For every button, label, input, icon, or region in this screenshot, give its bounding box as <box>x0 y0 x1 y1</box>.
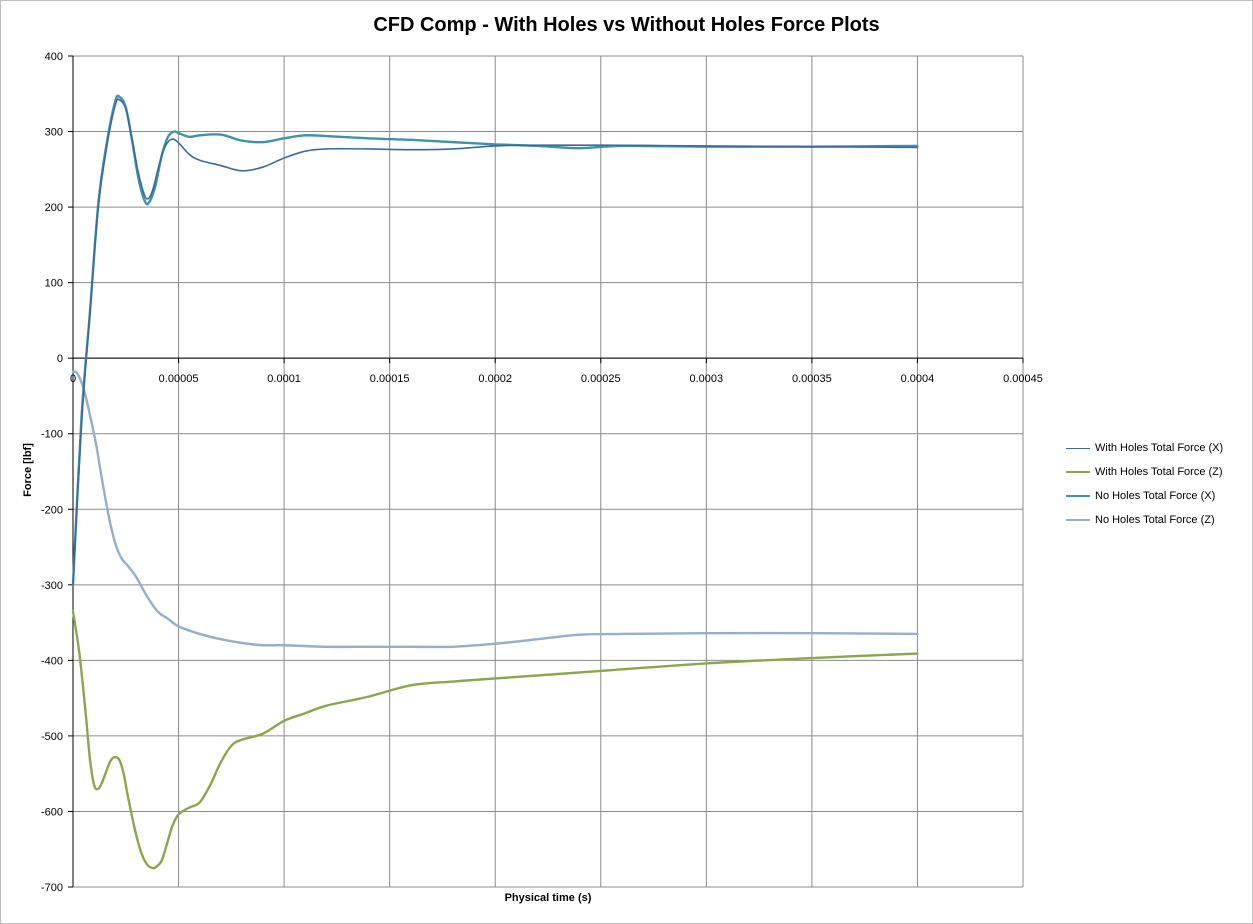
y-tick-label: -700 <box>41 882 63 894</box>
y-tick-label: -600 <box>41 806 63 818</box>
y-tick-label: 0 <box>57 353 63 365</box>
x-axis-title: Physical time (s) <box>504 892 592 904</box>
x-tick-label: 0.00035 <box>792 373 832 385</box>
x-tick-label: 0 <box>70 373 76 385</box>
x-tick-label: 0.0003 <box>690 373 724 385</box>
series-line-no-holes-total-force-z <box>71 370 919 649</box>
gridlines <box>73 55 1024 888</box>
legend: With Holes Total Force (X) With Holes Tot… <box>1066 436 1246 532</box>
legend-item-with-holes-total-force-x: With Holes Total Force (X) <box>1066 436 1246 460</box>
series-lines <box>71 94 919 870</box>
legend-item-no-holes-total-force-z: No Holes Total Force (Z) <box>1066 508 1246 532</box>
x-tick-label: 0.00005 <box>159 373 199 385</box>
x-tick-label: 0.0002 <box>478 373 512 385</box>
y-tick-label: -200 <box>41 504 63 516</box>
series-line-with-holes-total-force-x <box>72 98 919 586</box>
x-tick-label: 0.0001 <box>267 373 301 385</box>
legend-swatch <box>1066 471 1090 473</box>
legend-swatch <box>1066 495 1090 497</box>
y-tick-label: -300 <box>41 580 63 592</box>
axes <box>68 55 1024 888</box>
y-tick-label: 200 <box>45 202 63 214</box>
legend-swatch <box>1066 447 1090 449</box>
legend-label: No Holes Total Force (X) <box>1095 490 1216 502</box>
legend-swatch <box>1066 519 1090 521</box>
y-tick-label: 100 <box>45 278 63 290</box>
x-tick-label: 0.0004 <box>901 373 935 385</box>
series-line-with-holes-total-force-z <box>71 610 919 870</box>
y-tick-label: -500 <box>41 731 63 743</box>
legend-item-with-holes-total-force-z: With Holes Total Force (Z) <box>1066 460 1246 484</box>
chart-title: CFD Comp - With Holes vs Without Holes F… <box>373 14 880 36</box>
x-tick-label: 0.00025 <box>581 373 621 385</box>
legend-item-no-holes-total-force-x: No Holes Total Force (X) <box>1066 484 1246 508</box>
x-tick-label: 0.00045 <box>1003 373 1043 385</box>
y-tick-label: -100 <box>41 429 63 441</box>
tick-labels: 0 0.00005 0.0001 0.00015 0.0002 0.00025 0.0003… <box>41 51 1043 894</box>
legend-label: With Holes Total Force (Z) <box>1095 466 1223 478</box>
x-tick-label: 0.00015 <box>370 373 410 385</box>
y-tick-label: 400 <box>45 51 63 63</box>
y-tick-label: -400 <box>41 655 63 667</box>
legend-label: With Holes Total Force (X) <box>1095 442 1224 454</box>
legend-label: No Holes Total Force (Z) <box>1095 514 1215 526</box>
y-tick-label: 300 <box>45 127 63 139</box>
